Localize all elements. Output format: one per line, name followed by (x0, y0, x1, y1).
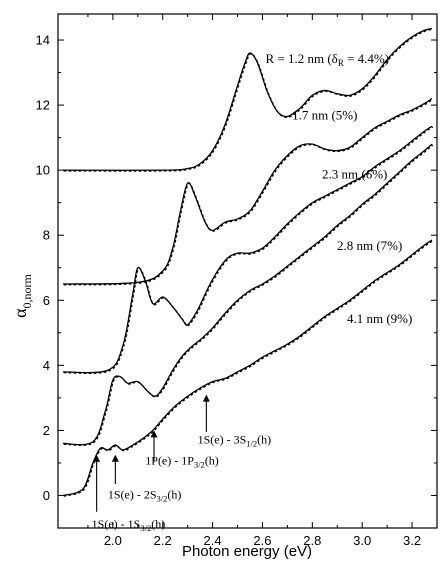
series-line-1 (62, 98, 433, 285)
series-fit-dotted-1 (63, 98, 434, 286)
series-line-2 (62, 125, 433, 374)
y-tick-label: 14 (36, 33, 50, 48)
series-label-main: R = 1.2 nm (δ (265, 51, 337, 66)
annotation-label-1: 1S(e) - 2S3/2(h) (108, 488, 182, 504)
series-line-3 (62, 143, 433, 446)
y-tick-label: 10 (36, 163, 50, 178)
series-line-0 (62, 27, 433, 171)
axes: 2.0 2.2 2.4 2.6 2.8 3.0 3.2 0 2 4 6 8 10 12 14 (36, 13, 438, 548)
y-tick-label: 6 (43, 293, 50, 308)
x-tick-label: 3.0 (353, 533, 371, 548)
annotation-arrowhead (93, 454, 101, 462)
y-tick-label: 2 (43, 423, 50, 438)
y-tick-label: 0 (43, 488, 50, 503)
x-tick-label: 2.0 (104, 533, 122, 548)
series-layer (62, 27, 434, 497)
y-axis-label-sub: 0,norm (20, 273, 34, 308)
label-layer: R = 1.2 nm (δR = 4.4%) 1.7 nm (5%) 2.3 nm … (265, 51, 412, 326)
annotation-label-sub: 3/2 (157, 494, 168, 504)
series-label-2: 2.3 nm (6%) (322, 166, 387, 181)
x-tick-label: 2.2 (154, 533, 172, 548)
plot-frame (57, 13, 438, 529)
series-label-main: 2.3 nm (6%) (322, 166, 387, 181)
series-label-0: R = 1.2 nm (δR = 4.4%) (265, 51, 389, 68)
series-label-1: 1.7 nm (5%) (292, 108, 357, 123)
annotation-label-3: 1S(e) - 3S1/2(h) (198, 432, 272, 448)
annotation-label-sub: 3/2 (140, 523, 151, 533)
annotation-arrowhead (202, 394, 210, 402)
annotation-label-2: 1P(e) - 1P3/2(h) (145, 454, 219, 470)
series-label-tail: = 4.4%) (344, 51, 389, 66)
series-label-4: 4.1 nm (9%) (347, 311, 412, 326)
annotation-arrowhead (111, 454, 119, 462)
annotation-label-main: 1P(e) - 1P (145, 454, 194, 468)
x-tick-label: 2.6 (253, 533, 271, 548)
annotation-label-main: 1S(e) - 3S (198, 432, 247, 446)
x-tick-label: 2.8 (303, 533, 321, 548)
y-tick-label: 4 (43, 358, 50, 373)
annotation-label-main: 1S(e) - 1S (92, 517, 141, 531)
series-line-4 (62, 239, 433, 497)
series-label-main: 1.7 nm (5%) (292, 108, 357, 123)
annotation-arrowhead (150, 430, 158, 438)
annotation-label-tail: (h) (257, 432, 271, 446)
annotation-label-tail: (h) (205, 454, 219, 468)
annotation-label-sub: 3/2 (194, 460, 205, 470)
annotation-layer: 1S(e) - 1S3/2(h)1S(e) - 2S3/2(h)1P(e) - … (92, 394, 272, 533)
series-fit-dotted-2 (63, 126, 434, 375)
annotation-label-tail: (h) (151, 517, 165, 531)
series-label-3: 2.8 nm (7%) (337, 238, 402, 253)
y-tick-label: 12 (36, 98, 50, 113)
x-tick-label: 3.2 (403, 533, 421, 548)
series-fit-dotted-3 (63, 144, 434, 447)
y-tick-label: 8 (43, 228, 50, 243)
series-label-main: 4.1 nm (9%) (347, 311, 412, 326)
x-tick-label: 2.4 (204, 533, 222, 548)
annotation-label-main: 1S(e) - 2S (108, 488, 157, 502)
y-axis-label: α0,norm (10, 273, 34, 317)
annotation-label-sub: 1/2 (246, 438, 257, 448)
y-axis-label-main: α (10, 308, 30, 318)
annotation-label-tail: (h) (167, 488, 181, 502)
series-label-main: 2.8 nm (7%) (337, 238, 402, 253)
annotation-label-0: 1S(e) - 1S3/2(h) (92, 517, 166, 533)
series-label-sub: R (338, 58, 344, 68)
x-axis-label: Photon energy (eV) (182, 543, 312, 560)
